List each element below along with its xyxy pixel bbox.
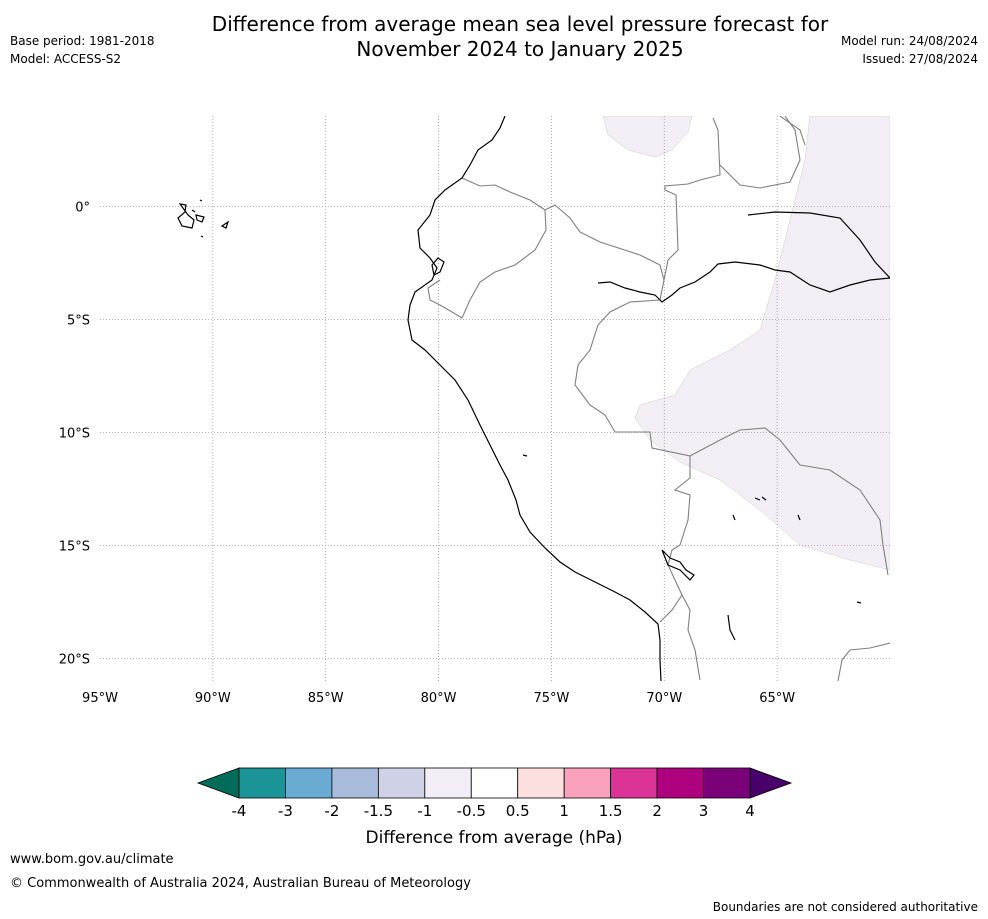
san-cristobal-island	[220, 220, 230, 229]
small-lake-2	[732, 514, 736, 521]
footer-note: Boundaries are not considered authoritat…	[712, 900, 978, 914]
border-venezuela-brazil	[719, 116, 801, 189]
graticule	[100, 116, 890, 681]
model-run: Model run: 24/08/2024	[840, 34, 978, 48]
colorbar-segment	[610, 767, 658, 799]
border-bolivia-brazil	[689, 427, 889, 576]
small-lake-5	[856, 601, 862, 604]
lat-tick-label: 20°S	[59, 652, 90, 667]
lat-tick-label: 15°S	[59, 539, 90, 554]
colorbar-tick-label: -1.5	[364, 802, 393, 820]
colorbar-segment	[377, 767, 426, 799]
colorbar-segment	[656, 767, 704, 799]
meta-right: Model run: 24/08/2024 Issued: 27/08/2024	[841, 32, 978, 68]
small-lake-1	[522, 454, 528, 457]
colorbar-under-arrow	[196, 767, 240, 799]
latitude-labels: 0° 5°S 10°S 15°S 20°S	[59, 200, 90, 667]
anomaly-region-east	[634, 116, 890, 571]
map-area	[100, 116, 890, 681]
lon-tick-label: 65°W	[759, 691, 795, 706]
longitude-labels: 95°W 90°W 85°W 80°W 75°W 70°W 65°W	[82, 691, 795, 706]
small-lake-4	[727, 614, 736, 641]
colorbar-tick-label: -3	[278, 802, 293, 820]
anomaly-shading	[602, 116, 890, 571]
lat-tick-label: 0°	[75, 200, 90, 215]
title-line-2: November 2024 to January 2025	[356, 37, 684, 61]
title-line-1: Difference from average mean sea level p…	[211, 12, 829, 36]
coastline-pacific	[407, 116, 662, 681]
santa-cruz-island	[195, 214, 205, 223]
colorbar-segment	[563, 767, 612, 799]
colorbar-segment	[331, 767, 379, 799]
lon-tick-label: 70°W	[646, 691, 682, 706]
footer-url[interactable]: www.bom.gov.au/climate	[10, 852, 174, 867]
river-negro	[747, 211, 890, 279]
border-ecuador-colombia	[461, 177, 665, 301]
colorbar-tick-label: -0.5	[457, 802, 486, 820]
colorbar-segment	[703, 767, 751, 799]
colorbar-tick-label: 2	[652, 802, 662, 820]
footer-copyright: © Commonwealth of Australia 2024, Austra…	[10, 876, 471, 891]
lon-tick-label: 85°W	[308, 691, 344, 706]
border-ecuador-peru	[427, 209, 547, 319]
colorbar-tick-label: 3	[699, 802, 709, 820]
colorbar-segment	[285, 767, 333, 799]
issued-date: Issued: 27/08/2024	[862, 52, 978, 66]
model-name: Model: ACCESS-S2	[10, 52, 122, 66]
meta-left: Base period: 1981-2018 Model: ACCESS-S2	[10, 32, 155, 68]
anomaly-region-north	[602, 116, 693, 158]
country-borders	[427, 116, 890, 681]
border-paraguay	[837, 642, 890, 681]
colorbar-tick-label: 1	[559, 802, 569, 820]
colorbar-segment	[238, 767, 286, 799]
chart-title: Difference from average mean sea level p…	[0, 12, 988, 62]
lat-tick-label: 10°S	[59, 426, 90, 441]
isabela-island	[177, 203, 195, 229]
border-upper-brazil	[779, 116, 806, 146]
lon-tick-label: 80°W	[421, 691, 457, 706]
border-peru-brazil	[574, 299, 691, 546]
small-lake-3	[797, 514, 801, 521]
base-period: Base period: 1981-2018	[10, 34, 155, 48]
colorbar: -4 -3 -2 -1.5 -1 -0.5 0.5 1 1.5 2 3 4	[196, 767, 793, 820]
lake-titicaca	[661, 549, 695, 581]
colorbar-label: Difference from average (hPa)	[366, 828, 623, 848]
gulf-of-guayaquil	[431, 257, 445, 276]
north-islets	[191, 199, 204, 238]
border-colombia-brazil	[663, 117, 721, 281]
lat-tick-label: 5°S	[67, 313, 90, 328]
colorbar-tick-label: -2	[324, 802, 339, 820]
colorbar-segment	[424, 767, 472, 799]
colorbar-tick-label: -1	[417, 802, 432, 820]
colorbar-tick-label: 0.5	[506, 802, 530, 820]
coastlines	[407, 116, 890, 681]
colorbar-tick-label: -4	[232, 802, 247, 820]
border-bolivia-chile-argentina	[681, 594, 701, 681]
colorbar-tick-label: 1.5	[599, 802, 623, 820]
lon-tick-label: 75°W	[533, 691, 569, 706]
small-lake-6	[754, 496, 767, 501]
colorbar-over-arrow	[749, 767, 793, 799]
lon-tick-label: 95°W	[82, 691, 118, 706]
river-amazon	[597, 261, 890, 303]
colorbar-tick-label: 4	[745, 802, 755, 820]
colorbar-segment	[517, 767, 565, 799]
colorbar-segment	[470, 767, 519, 799]
lon-tick-label: 90°W	[195, 691, 231, 706]
galapagos-islands	[177, 199, 230, 238]
border-peru-bolivia	[659, 544, 683, 623]
